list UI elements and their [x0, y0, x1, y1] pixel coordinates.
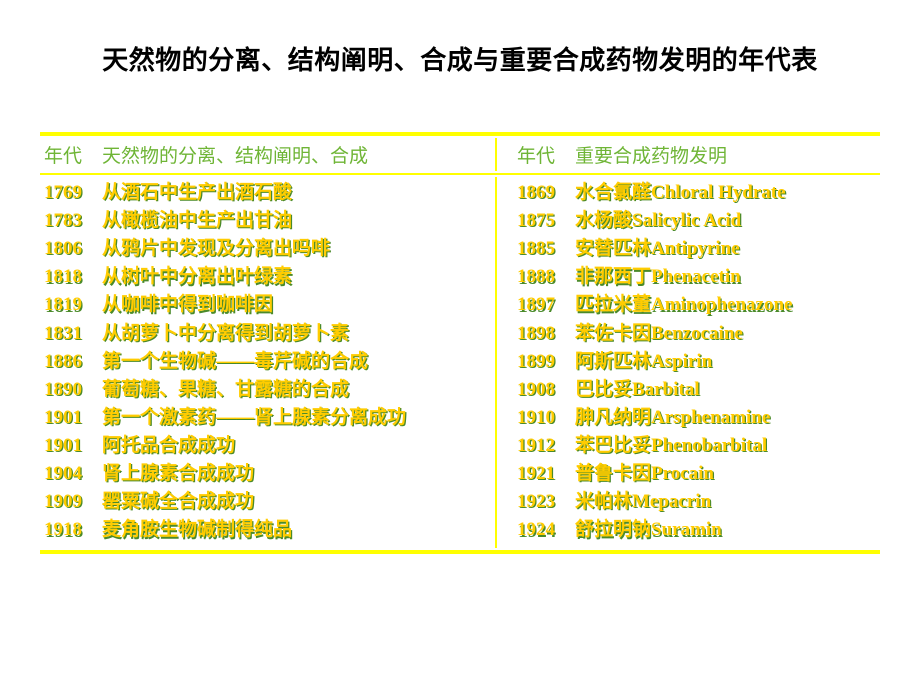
left-head-desc: 天然物的分离、结构阐明、合成 — [102, 141, 485, 168]
year-cell: 19011901 — [44, 432, 102, 460]
column-divider — [495, 138, 497, 171]
table-row: 19011901第一个激素药——肾上腺素分离成功第一个激素药——肾上腺素分离成功 — [44, 404, 485, 432]
year-cell: 19011901 — [44, 404, 102, 432]
right-body: 18691869水合氯醛Chloral Hydrate水合氯醛Chloral H… — [513, 177, 880, 548]
table-row: 19211921普鲁卡因Procain普鲁卡因Procain — [517, 460, 880, 488]
year-cell: 17691769 — [44, 179, 102, 207]
rule-top — [40, 132, 880, 136]
table-row: 19041904肾上腺素合成成功肾上腺素合成成功 — [44, 460, 485, 488]
body-wrap: 17691769从酒石中生产出酒石酸从酒石中生产出酒石酸17831783从橄榄油… — [40, 177, 880, 548]
desc-cell: 水杨酸Salicylic Acid水杨酸Salicylic Acid — [575, 207, 880, 235]
year-cell: 18981898 — [517, 320, 575, 348]
desc-cell: 肾上腺素合成成功肾上腺素合成成功 — [102, 460, 485, 488]
year-cell: 18311831 — [44, 320, 102, 348]
table-row: 18181818从树叶中分离出叶绿素从树叶中分离出叶绿素 — [44, 263, 485, 291]
year-cell: 18881888 — [517, 263, 575, 291]
desc-cell: 水合氯醛Chloral Hydrate水合氯醛Chloral Hydrate — [575, 179, 880, 207]
left-header: 年代 天然物的分离、结构阐明、合成 — [40, 138, 485, 171]
table-row: 18901890葡萄糖、果糖、甘露糖的合成葡萄糖、果糖、甘露糖的合成 — [44, 376, 485, 404]
year-cell: 18751875 — [517, 207, 575, 235]
year-cell: 19041904 — [44, 460, 102, 488]
year-cell: 19241924 — [517, 516, 575, 544]
desc-cell: 阿斯匹林Aspirin阿斯匹林Aspirin — [575, 348, 880, 376]
year-cell: 18851885 — [517, 235, 575, 263]
desc-cell: 从胡萝卜中分离得到胡萝卜素从胡萝卜中分离得到胡萝卜素 — [102, 320, 485, 348]
desc-cell: 麦角胺生物碱制得纯品麦角胺生物碱制得纯品 — [102, 516, 485, 544]
table-row: 19011901阿托品合成成功阿托品合成成功 — [44, 432, 485, 460]
desc-cell: 第一个激素药——肾上腺素分离成功第一个激素药——肾上腺素分离成功 — [102, 404, 485, 432]
table-row: 18991899阿斯匹林Aspirin阿斯匹林Aspirin — [517, 348, 880, 376]
year-cell: 18181818 — [44, 263, 102, 291]
year-cell: 19121912 — [517, 432, 575, 460]
table-row: 18981898苯佐卡因Benzocaine苯佐卡因Benzocaine — [517, 320, 880, 348]
rule-mid — [40, 173, 880, 175]
year-cell: 18971897 — [517, 291, 575, 319]
table-row: 18851885安替匹林Antipyrine安替匹林Antipyrine — [517, 235, 880, 263]
year-cell: 19091909 — [44, 488, 102, 516]
table-row: 19121912苯巴比妥Phenobarbital苯巴比妥Phenobarbit… — [517, 432, 880, 460]
desc-cell: 从鸦片中发现及分离出吗啡从鸦片中发现及分离出吗啡 — [102, 235, 485, 263]
year-cell: 18061806 — [44, 235, 102, 263]
year-cell: 19181918 — [44, 516, 102, 544]
table-row: 18311831从胡萝卜中分离得到胡萝卜素从胡萝卜中分离得到胡萝卜素 — [44, 320, 485, 348]
table-row: 19231923米帕林Mepacrin米帕林Mepacrin — [517, 488, 880, 516]
desc-cell: 从咖啡中得到咖啡因从咖啡中得到咖啡因 — [102, 291, 485, 319]
table-row: 18751875水杨酸Salicylic Acid水杨酸Salicylic Ac… — [517, 207, 880, 235]
desc-cell: 第一个生物碱——毒芹碱的合成第一个生物碱——毒芹碱的合成 — [102, 348, 485, 376]
desc-cell: 阿托品合成成功阿托品合成成功 — [102, 432, 485, 460]
desc-cell: 匹拉米董Aminophenazone匹拉米董Aminophenazone — [575, 291, 880, 319]
table-row: 19091909罂粟碱全合成成功罂粟碱全合成成功 — [44, 488, 485, 516]
right-head-desc: 重要合成药物发明 — [575, 141, 880, 168]
year-cell: 18991899 — [517, 348, 575, 376]
table-row: 19241924舒拉明钠Suramin舒拉明钠Suramin — [517, 516, 880, 544]
column-divider — [495, 177, 497, 548]
year-cell: 19231923 — [517, 488, 575, 516]
year-cell: 19211921 — [517, 460, 575, 488]
desc-cell: 从酒石中生产出酒石酸从酒石中生产出酒石酸 — [102, 179, 485, 207]
desc-cell: 葡萄糖、果糖、甘露糖的合成葡萄糖、果糖、甘露糖的合成 — [102, 376, 485, 404]
table-row: 18691869水合氯醛Chloral Hydrate水合氯醛Chloral H… — [517, 179, 880, 207]
year-cell: 19081908 — [517, 376, 575, 404]
desc-cell: 米帕林Mepacrin米帕林Mepacrin — [575, 488, 880, 516]
right-header: 年代 重要合成药物发明 — [513, 138, 880, 171]
table-row: 19101910胂凡纳明Arsphenamine胂凡纳明Arsphenamine — [517, 404, 880, 432]
desc-cell: 从树叶中分离出叶绿素从树叶中分离出叶绿素 — [102, 263, 485, 291]
year-cell: 18191819 — [44, 291, 102, 319]
desc-cell: 从橄榄油中生产出甘油从橄榄油中生产出甘油 — [102, 207, 485, 235]
slide-title: 天然物的分离、结构阐明、合成与重要合成药物发明的年代表 — [40, 40, 880, 77]
right-head-year: 年代 — [517, 141, 575, 168]
year-cell: 18901890 — [44, 376, 102, 404]
table-row: 17831783从橄榄油中生产出甘油从橄榄油中生产出甘油 — [44, 207, 485, 235]
year-cell: 18861886 — [44, 348, 102, 376]
table-row: 18861886第一个生物碱——毒芹碱的合成第一个生物碱——毒芹碱的合成 — [44, 348, 485, 376]
desc-cell: 安替匹林Antipyrine安替匹林Antipyrine — [575, 235, 880, 263]
desc-cell: 普鲁卡因Procain普鲁卡因Procain — [575, 460, 880, 488]
desc-cell: 罂粟碱全合成成功罂粟碱全合成成功 — [102, 488, 485, 516]
left-body: 17691769从酒石中生产出酒石酸从酒石中生产出酒石酸17831783从橄榄油… — [40, 177, 485, 548]
year-cell: 18691869 — [517, 179, 575, 207]
desc-cell: 舒拉明钠Suramin舒拉明钠Suramin — [575, 516, 880, 544]
table-row: 19081908巴比妥Barbital巴比妥Barbital — [517, 376, 880, 404]
table-row: 18191819从咖啡中得到咖啡因从咖啡中得到咖啡因 — [44, 291, 485, 319]
desc-cell: 苯佐卡因Benzocaine苯佐卡因Benzocaine — [575, 320, 880, 348]
table-row: 18971897匹拉米董Aminophenazone匹拉米董Aminophena… — [517, 291, 880, 319]
table-row: 18061806从鸦片中发现及分离出吗啡从鸦片中发现及分离出吗啡 — [44, 235, 485, 263]
slide: 天然物的分离、结构阐明、合成与重要合成药物发明的年代表 年代 天然物的分离、结构… — [0, 0, 920, 584]
left-head-year: 年代 — [44, 141, 102, 168]
year-cell: 17831783 — [44, 207, 102, 235]
desc-cell: 胂凡纳明Arsphenamine胂凡纳明Arsphenamine — [575, 404, 880, 432]
desc-cell: 巴比妥Barbital巴比妥Barbital — [575, 376, 880, 404]
table-row: 19181918麦角胺生物碱制得纯品麦角胺生物碱制得纯品 — [44, 516, 485, 544]
desc-cell: 苯巴比妥Phenobarbital苯巴比妥Phenobarbital — [575, 432, 880, 460]
timeline-table: 年代 天然物的分离、结构阐明、合成 年代 重要合成药物发明 17691769从酒… — [40, 132, 880, 554]
desc-cell: 非那西丁Phenacetin非那西丁Phenacetin — [575, 263, 880, 291]
year-cell: 19101910 — [517, 404, 575, 432]
table-row: 18881888非那西丁Phenacetin非那西丁Phenacetin — [517, 263, 880, 291]
header-row-wrap: 年代 天然物的分离、结构阐明、合成 年代 重要合成药物发明 — [40, 138, 880, 171]
table-row: 17691769从酒石中生产出酒石酸从酒石中生产出酒石酸 — [44, 179, 485, 207]
rule-bottom — [40, 550, 880, 554]
